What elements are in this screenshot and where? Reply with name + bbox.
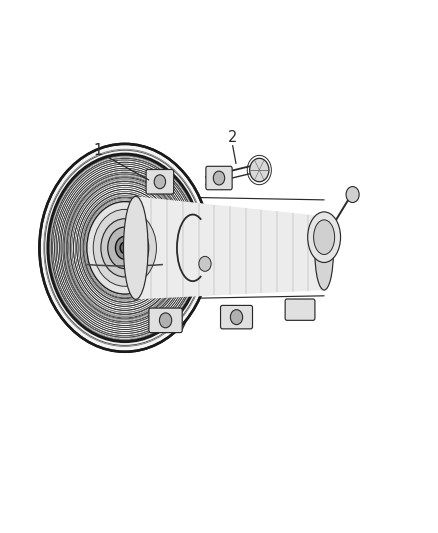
Circle shape [87, 202, 162, 294]
Circle shape [39, 144, 210, 352]
Ellipse shape [124, 196, 148, 300]
Circle shape [154, 175, 166, 189]
Circle shape [159, 313, 172, 328]
Circle shape [93, 209, 156, 286]
Circle shape [250, 158, 269, 182]
Ellipse shape [307, 212, 341, 263]
FancyBboxPatch shape [285, 299, 315, 320]
Circle shape [99, 216, 150, 279]
Circle shape [120, 242, 130, 254]
Text: 2: 2 [227, 130, 237, 145]
Circle shape [87, 201, 163, 294]
FancyBboxPatch shape [149, 308, 182, 333]
Circle shape [199, 256, 211, 271]
Circle shape [92, 208, 157, 287]
Ellipse shape [315, 216, 333, 290]
Circle shape [230, 310, 243, 325]
Circle shape [346, 187, 359, 203]
Ellipse shape [314, 220, 335, 255]
Polygon shape [136, 196, 324, 300]
FancyBboxPatch shape [206, 166, 232, 190]
Circle shape [108, 227, 142, 269]
Circle shape [106, 225, 144, 271]
Circle shape [119, 241, 131, 255]
Circle shape [101, 219, 149, 277]
FancyBboxPatch shape [221, 305, 252, 329]
FancyBboxPatch shape [146, 169, 173, 194]
Circle shape [213, 171, 225, 185]
Circle shape [114, 235, 136, 261]
Circle shape [116, 237, 134, 259]
Text: 1: 1 [94, 143, 103, 158]
